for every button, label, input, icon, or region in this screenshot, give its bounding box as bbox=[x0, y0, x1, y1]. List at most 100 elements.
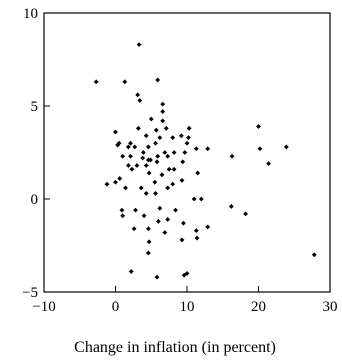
y-tick-label: −5 bbox=[22, 285, 38, 301]
data-point bbox=[115, 142, 121, 148]
data-point bbox=[154, 274, 160, 280]
plot-frame bbox=[43, 12, 331, 293]
data-point bbox=[165, 153, 171, 159]
data-point bbox=[154, 159, 160, 165]
data-point bbox=[181, 220, 186, 226]
data-point bbox=[195, 170, 201, 176]
data-point bbox=[146, 170, 152, 176]
data-point bbox=[162, 150, 168, 155]
data-point bbox=[193, 146, 199, 152]
y-tick-labels: −5 0 5 10 bbox=[22, 6, 38, 301]
data-point bbox=[184, 271, 190, 276]
x-tick-label: −10 bbox=[32, 299, 55, 315]
data-point bbox=[125, 163, 131, 168]
data-point bbox=[128, 140, 133, 146]
data-point bbox=[153, 140, 158, 146]
data-point bbox=[116, 140, 122, 146]
data-point bbox=[160, 109, 166, 114]
data-point bbox=[141, 213, 147, 219]
data-point bbox=[180, 159, 186, 165]
data-point bbox=[145, 144, 151, 150]
data-point bbox=[205, 146, 211, 152]
data-point bbox=[157, 205, 163, 211]
data-point bbox=[136, 42, 142, 48]
data-point bbox=[283, 144, 289, 150]
data-point bbox=[137, 98, 143, 103]
data-point bbox=[128, 153, 133, 159]
data-point bbox=[229, 153, 235, 159]
data-point bbox=[160, 101, 166, 107]
data-point bbox=[163, 125, 169, 131]
data-point bbox=[157, 135, 163, 141]
data-point bbox=[138, 185, 144, 191]
data-point bbox=[156, 218, 161, 224]
data-point bbox=[179, 178, 185, 183]
data-point bbox=[143, 163, 149, 168]
data-point bbox=[159, 172, 165, 178]
data-point bbox=[148, 157, 153, 163]
data-point bbox=[184, 140, 190, 146]
x-tick-label: 30 bbox=[323, 299, 338, 315]
data-point bbox=[140, 155, 146, 161]
data-point bbox=[128, 269, 134, 274]
data-point bbox=[93, 79, 99, 85]
data-point bbox=[165, 185, 171, 191]
y-tick-label: 5 bbox=[31, 99, 39, 115]
data-point bbox=[266, 161, 271, 167]
data-point bbox=[311, 252, 317, 258]
data-point bbox=[155, 77, 161, 83]
data-point bbox=[123, 185, 128, 191]
data-point bbox=[257, 146, 263, 152]
data-point bbox=[146, 239, 152, 245]
data-point bbox=[160, 118, 166, 124]
data-point bbox=[178, 133, 184, 139]
data-point bbox=[134, 163, 140, 168]
data-point bbox=[198, 196, 204, 202]
y-tick-label: 10 bbox=[23, 6, 38, 22]
data-point bbox=[113, 179, 118, 185]
data-point bbox=[140, 150, 146, 155]
data-points bbox=[93, 42, 317, 280]
data-point bbox=[148, 116, 154, 122]
data-point bbox=[182, 150, 188, 155]
data-point bbox=[119, 207, 125, 213]
data-point bbox=[120, 153, 126, 159]
data-point bbox=[145, 226, 151, 232]
data-point bbox=[179, 237, 185, 243]
x-tick-label: 0 bbox=[112, 299, 120, 315]
data-point bbox=[186, 135, 191, 141]
data-point bbox=[129, 166, 135, 172]
data-point bbox=[135, 92, 141, 98]
data-point bbox=[143, 191, 149, 196]
data-point bbox=[166, 166, 172, 172]
data-point bbox=[125, 144, 131, 150]
data-point bbox=[256, 124, 261, 129]
data-point bbox=[117, 176, 123, 181]
data-point bbox=[145, 250, 151, 256]
data-point bbox=[170, 135, 176, 141]
data-point bbox=[113, 129, 118, 135]
data-point bbox=[132, 144, 138, 150]
data-point bbox=[228, 204, 234, 209]
data-point bbox=[193, 228, 199, 234]
data-point bbox=[194, 235, 200, 241]
data-point bbox=[143, 133, 149, 139]
data-point bbox=[170, 181, 176, 187]
data-point bbox=[152, 179, 158, 185]
data-point bbox=[131, 226, 137, 232]
y-tick-label: 0 bbox=[31, 192, 39, 208]
data-point bbox=[191, 196, 197, 202]
x-tick-label: 20 bbox=[251, 299, 266, 315]
data-point bbox=[186, 125, 192, 131]
data-point bbox=[120, 213, 126, 219]
data-point bbox=[173, 207, 178, 213]
x-axis-title: Change in inflation (in percent) bbox=[74, 339, 276, 356]
data-point bbox=[205, 224, 211, 230]
data-point bbox=[104, 181, 110, 187]
data-point bbox=[171, 166, 177, 172]
data-point bbox=[171, 150, 177, 155]
data-point bbox=[122, 79, 128, 85]
x-tick-label: 10 bbox=[180, 299, 195, 315]
data-point bbox=[155, 153, 161, 159]
